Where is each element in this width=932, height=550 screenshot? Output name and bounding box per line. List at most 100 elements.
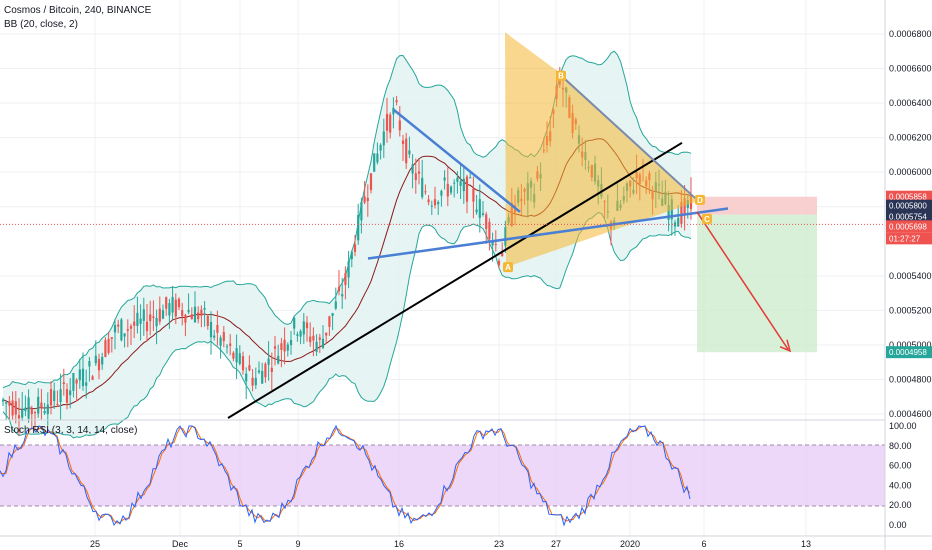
candle-body	[1, 399, 5, 402]
price-tag-label: 0.0004958	[889, 348, 927, 357]
candle-body	[446, 183, 449, 197]
trendline-upper-right	[560, 74, 698, 201]
candle-body	[21, 409, 24, 418]
candle-body	[488, 221, 491, 240]
candle-body	[149, 314, 152, 322]
time-tick-label: 25	[90, 539, 100, 549]
candle-body	[286, 344, 289, 351]
candle-body	[321, 338, 325, 348]
candle-body	[312, 335, 315, 341]
candle-body	[107, 338, 110, 353]
candle-body	[277, 355, 280, 364]
candle-body	[334, 301, 337, 309]
candle-body	[683, 198, 686, 214]
candle-body	[62, 382, 65, 385]
candle-body	[449, 186, 453, 193]
rsi-title: Stoch RSI (3, 3, 14, 14, close)	[4, 425, 137, 436]
candle-body	[187, 309, 190, 313]
candle-body	[465, 176, 469, 202]
candle-body	[344, 273, 347, 285]
rsi-tick-label: 60.00	[889, 461, 912, 471]
candle-body	[168, 303, 171, 316]
candle-body	[158, 308, 161, 322]
candle-body	[161, 310, 165, 319]
candle-body	[145, 321, 149, 332]
candle-body	[17, 415, 21, 419]
pattern-marker	[702, 213, 712, 224]
pattern-marker	[503, 262, 513, 273]
candle-body	[8, 401, 11, 406]
rsi-tick-label: 80.00	[889, 441, 912, 451]
time-tick-label: 27	[551, 539, 561, 549]
time-axis: 25 Dec 5 9 16 23 27 2020 6 13	[90, 539, 811, 549]
price-tick-label: 0.0006200	[889, 133, 932, 143]
candle-body	[280, 343, 283, 350]
trendline-support	[227, 141, 683, 419]
harmonic-abc	[506, 73, 697, 268]
candle-body	[325, 332, 328, 336]
candle-body	[78, 369, 81, 381]
candle-body	[197, 312, 200, 320]
time-tick-label: 2020	[620, 539, 640, 549]
price-tick-label: 0.0005000	[889, 340, 932, 350]
candle-body	[305, 322, 309, 329]
stoch-k-line	[0, 424, 691, 527]
price-tag-box	[886, 210, 932, 223]
candle-body	[177, 298, 181, 308]
candle-body	[309, 336, 312, 343]
candle-body	[123, 333, 126, 337]
candle-body	[424, 191, 427, 193]
candle-body	[437, 201, 440, 205]
candle-body	[302, 321, 305, 335]
pattern-marker	[695, 194, 705, 205]
bb-fill	[3, 51, 691, 438]
candle-body	[219, 337, 222, 346]
candle-body	[395, 100, 398, 103]
candle-body	[430, 205, 433, 207]
price-tick-label: 0.0006400	[889, 98, 932, 108]
candle-body	[481, 213, 485, 215]
candle-body	[331, 313, 334, 316]
candle-body	[5, 402, 8, 404]
candle-body	[267, 358, 270, 365]
candle-body	[289, 339, 293, 346]
candle-body	[456, 177, 459, 182]
candle-body	[408, 150, 411, 155]
candle-body	[369, 173, 373, 191]
candle-body	[24, 407, 27, 412]
candle-body	[216, 324, 219, 333]
candle-body	[181, 310, 184, 317]
candle-body	[97, 358, 101, 371]
price-tag-label: 0.0005858	[889, 193, 927, 202]
candle-body	[376, 153, 379, 163]
candle-body	[251, 377, 254, 386]
candle-body	[341, 294, 344, 297]
candle-body	[232, 352, 235, 359]
candle-body	[241, 356, 245, 371]
candle-body	[417, 171, 421, 174]
candle-body	[65, 389, 69, 403]
candle-body	[398, 120, 401, 131]
candle-body	[261, 371, 264, 384]
candle-body	[478, 199, 481, 218]
candle-body	[85, 382, 88, 386]
pattern-marker-label: D	[697, 196, 703, 205]
candle-body	[485, 214, 488, 230]
rsi-tick-label: 20.00	[889, 500, 912, 510]
rsi-tick-label: 40.00	[889, 480, 912, 490]
target-arrow-line	[696, 211, 789, 350]
candle-body	[72, 372, 75, 391]
rsi-tick-label: 100.00	[889, 421, 917, 431]
candle-body	[411, 164, 414, 174]
indicator-label: BB (20, close, 2)	[4, 19, 78, 30]
candle-body	[414, 173, 417, 181]
candle-body	[81, 368, 85, 387]
price-tag-label: 0.0005698	[889, 222, 927, 231]
price-tick-label: 0.0005200	[889, 305, 932, 315]
candle-body	[405, 138, 408, 164]
candle-body	[113, 324, 117, 333]
price-tick-label: 0.0004800	[889, 374, 932, 384]
candle-body	[427, 199, 430, 203]
candle-body	[91, 376, 94, 380]
